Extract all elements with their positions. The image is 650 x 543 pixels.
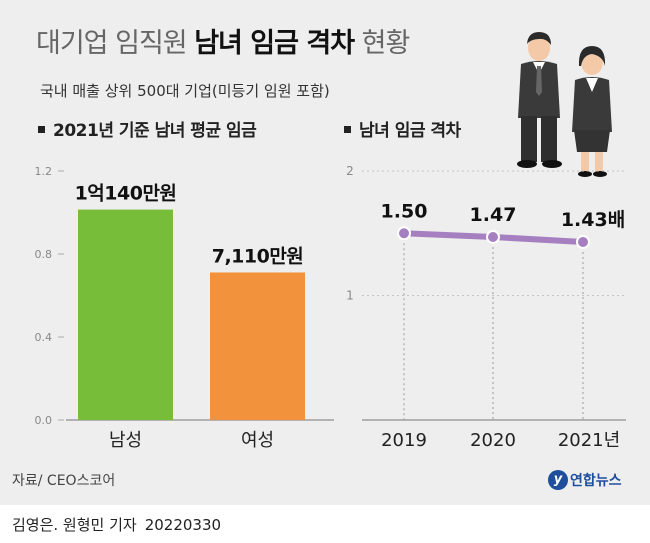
subtitle: 국내 매출 상위 500대 기업(미등기 임원 포함) <box>40 82 330 100</box>
businessman-figure <box>517 32 562 168</box>
title-bold: 남녀 임금 격차 <box>194 28 355 59</box>
byline: 김영은. 원형민 기자 20220330 <box>12 514 221 535</box>
line-y-tick-label: 2 <box>346 164 354 178</box>
people-illustration <box>517 32 612 177</box>
bar-male <box>78 209 173 420</box>
page-title: 대기업 임직원 남녀 임금 격차 현황 <box>36 21 411 60</box>
line-panel-title: 남녀 임금 격차 <box>344 116 461 141</box>
byline-authors: 김영은. 원형민 기자 <box>12 516 137 534</box>
line-data-point <box>397 226 411 241</box>
square-bullet-icon <box>344 125 351 133</box>
line-x-tick-label: 2019 <box>381 430 427 451</box>
logo-name: 연합뉴스 <box>570 472 622 489</box>
line-y-tick-label: 1 <box>346 289 354 303</box>
bar-data-label: 7,110만원 <box>212 245 304 267</box>
bar-y-tick-label: 1.2 <box>35 165 53 178</box>
bar-panel-title: 2021년 기준 남녀 평균 임금 <box>38 116 257 141</box>
line-chart-axis: 1 2 2019 2020 2021년 <box>346 164 626 451</box>
line-chart-marks: 1.50 1.47 1.43배 <box>381 200 625 249</box>
line-panel-title-text: 남녀 임금 격차 <box>359 121 461 141</box>
square-bullet-icon <box>38 125 45 133</box>
bar-data-label: 1억140만원 <box>75 183 177 205</box>
bar-female <box>210 272 305 420</box>
bar-category-label: 남성 <box>109 430 142 451</box>
line-data-label: 1.47 <box>470 204 517 226</box>
line-x-tick-label: 2020 <box>470 430 516 451</box>
bar-y-tick-label: 0.4 <box>35 331 53 344</box>
businesswoman-figure <box>572 46 612 177</box>
yonhap-logo: y 연합뉴스 <box>548 469 622 491</box>
title-tail: 현황 <box>361 28 411 59</box>
line-data-label: 1.50 <box>381 200 428 222</box>
title-light: 대기업 임직원 <box>36 28 188 59</box>
source-note: 자료/ CEO스코어 <box>12 473 116 489</box>
bar-y-tick-label: 0.8 <box>35 248 53 261</box>
logo-ball-icon: y <box>548 469 568 490</box>
line-data-point <box>576 234 590 249</box>
bar-panel-title-text: 2021년 기준 남녀 평균 임금 <box>53 121 257 141</box>
line-data-point <box>486 229 500 244</box>
line-data-label: 1.43배 <box>561 209 625 231</box>
bar-category-label: 여성 <box>241 430 274 451</box>
line-x-tick-label: 2021년 <box>558 430 620 451</box>
bar-y-tick-label: 0.0 <box>35 414 53 427</box>
byline-date: 20220330 <box>144 516 222 534</box>
